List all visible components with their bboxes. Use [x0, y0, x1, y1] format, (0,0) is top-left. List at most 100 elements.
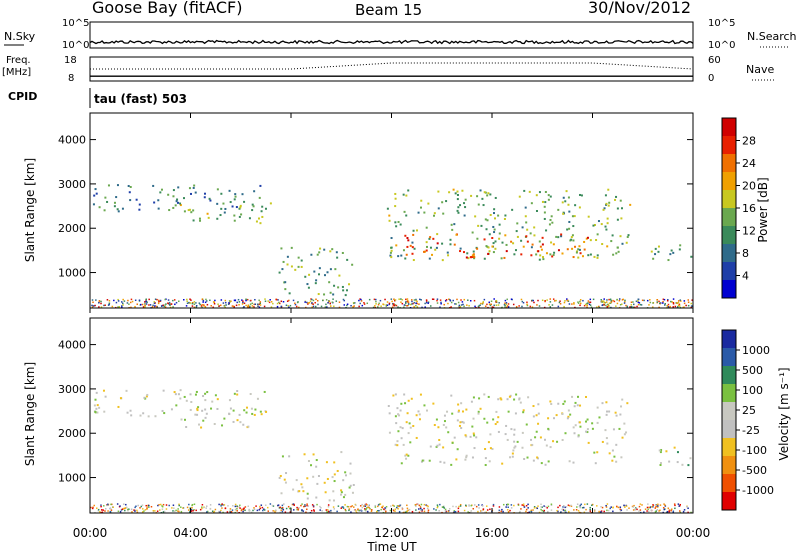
- heat-cell: [571, 395, 574, 398]
- heat-cell: [275, 509, 277, 512]
- heat-cell: [477, 224, 480, 227]
- heat-cell: [365, 510, 367, 512]
- heat-cell: [483, 191, 486, 194]
- heat-cell: [193, 184, 196, 187]
- heat-cell: [446, 410, 449, 413]
- heat-cell: [572, 426, 575, 429]
- heat-cell: [472, 432, 475, 435]
- heat-cell: [474, 215, 477, 218]
- heat-cell: [670, 300, 672, 303]
- heat-cell: [156, 298, 158, 301]
- colorbar-cell: [722, 136, 736, 154]
- heat-cell: [506, 503, 509, 506]
- heat-cell: [312, 475, 315, 478]
- heat-cell: [660, 448, 663, 451]
- heat-cell: [573, 405, 576, 408]
- heat-cell: [585, 430, 588, 433]
- heat-cell: [515, 230, 518, 233]
- heat-cell: [674, 504, 676, 507]
- heat-cell: [453, 223, 456, 226]
- heat-cell: [456, 198, 459, 201]
- colorbar-cell: [722, 280, 736, 298]
- heat-cell: [237, 298, 240, 301]
- heat-cell: [110, 509, 113, 511]
- heat-cell: [219, 511, 221, 513]
- heat-cell: [228, 399, 231, 402]
- heat-cell: [647, 510, 650, 513]
- heat-cell: [505, 306, 508, 308]
- heat-cell: [543, 217, 546, 220]
- heat-cell: [520, 253, 523, 256]
- heat-cell: [100, 302, 102, 305]
- heat-cell: [394, 197, 397, 200]
- heat-cell: [344, 508, 347, 511]
- heat-cell: [389, 254, 392, 257]
- heat-cell: [561, 438, 564, 441]
- heat-cell: [236, 389, 239, 392]
- heat-cell: [403, 393, 406, 396]
- noise-ytick-bottom: 10^0: [62, 40, 89, 51]
- heat-cell: [364, 509, 367, 511]
- heat-cell: [204, 392, 207, 395]
- heat-cell: [91, 306, 94, 309]
- heat-cell: [389, 251, 392, 254]
- heat-cell: [190, 510, 193, 512]
- heat-cell: [361, 503, 363, 506]
- heat-cell: [100, 300, 102, 303]
- heat-cell: [393, 303, 395, 305]
- heat-cell: [553, 300, 556, 302]
- heat-cell: [475, 505, 478, 508]
- heat-cell: [188, 511, 191, 513]
- heat-cell: [340, 507, 342, 509]
- heat-cell: [162, 304, 164, 307]
- heat-cell: [297, 256, 300, 259]
- heat-cell: [557, 249, 560, 252]
- heat-cell: [224, 207, 227, 210]
- heat-cell: [606, 217, 609, 220]
- heat-cell: [213, 510, 216, 513]
- heat-cell: [201, 304, 203, 306]
- heat-cell: [180, 506, 182, 508]
- heat-cell: [532, 299, 534, 302]
- heat-cell: [537, 299, 539, 302]
- heat-cell: [545, 252, 548, 255]
- heat-cell: [288, 299, 290, 302]
- heat-cell: [589, 239, 592, 242]
- heat-cell: [221, 503, 223, 505]
- heat-cell: [427, 511, 430, 513]
- heat-cell: [606, 222, 609, 225]
- heat-cell: [251, 305, 254, 307]
- heat-cell: [378, 509, 380, 512]
- heat-cell: [330, 510, 332, 513]
- heat-cell: [552, 298, 555, 300]
- heat-cell: [606, 299, 608, 301]
- heat-cell: [398, 298, 400, 300]
- heat-cell: [315, 496, 318, 499]
- heat-cell: [325, 303, 327, 306]
- heat-cell: [327, 510, 330, 513]
- heat-cell: [638, 510, 640, 512]
- heat-cell: [312, 305, 315, 308]
- heat-cell: [264, 300, 267, 302]
- heat-cell: [104, 196, 107, 199]
- heat-cell: [308, 273, 311, 276]
- heat-cell: [647, 508, 649, 511]
- heat-cell: [466, 252, 469, 255]
- heat-cell: [418, 511, 421, 514]
- heat-cell: [328, 281, 331, 284]
- heat-cell: [415, 509, 417, 511]
- heat-cell: [172, 306, 174, 308]
- heat-cell: [304, 504, 306, 506]
- heat-cell: [420, 460, 423, 463]
- heat-cell: [384, 507, 386, 509]
- heat-cell: [295, 479, 298, 482]
- heat-cell: [411, 252, 414, 255]
- heat-cell: [310, 298, 312, 300]
- heat-cell: [154, 510, 156, 512]
- heat-cell: [471, 456, 474, 459]
- heat-cell: [484, 511, 486, 514]
- heat-cell: [251, 412, 254, 415]
- heat-cell: [337, 286, 340, 289]
- heat-cell: [307, 460, 310, 463]
- heat-cell: [568, 303, 571, 305]
